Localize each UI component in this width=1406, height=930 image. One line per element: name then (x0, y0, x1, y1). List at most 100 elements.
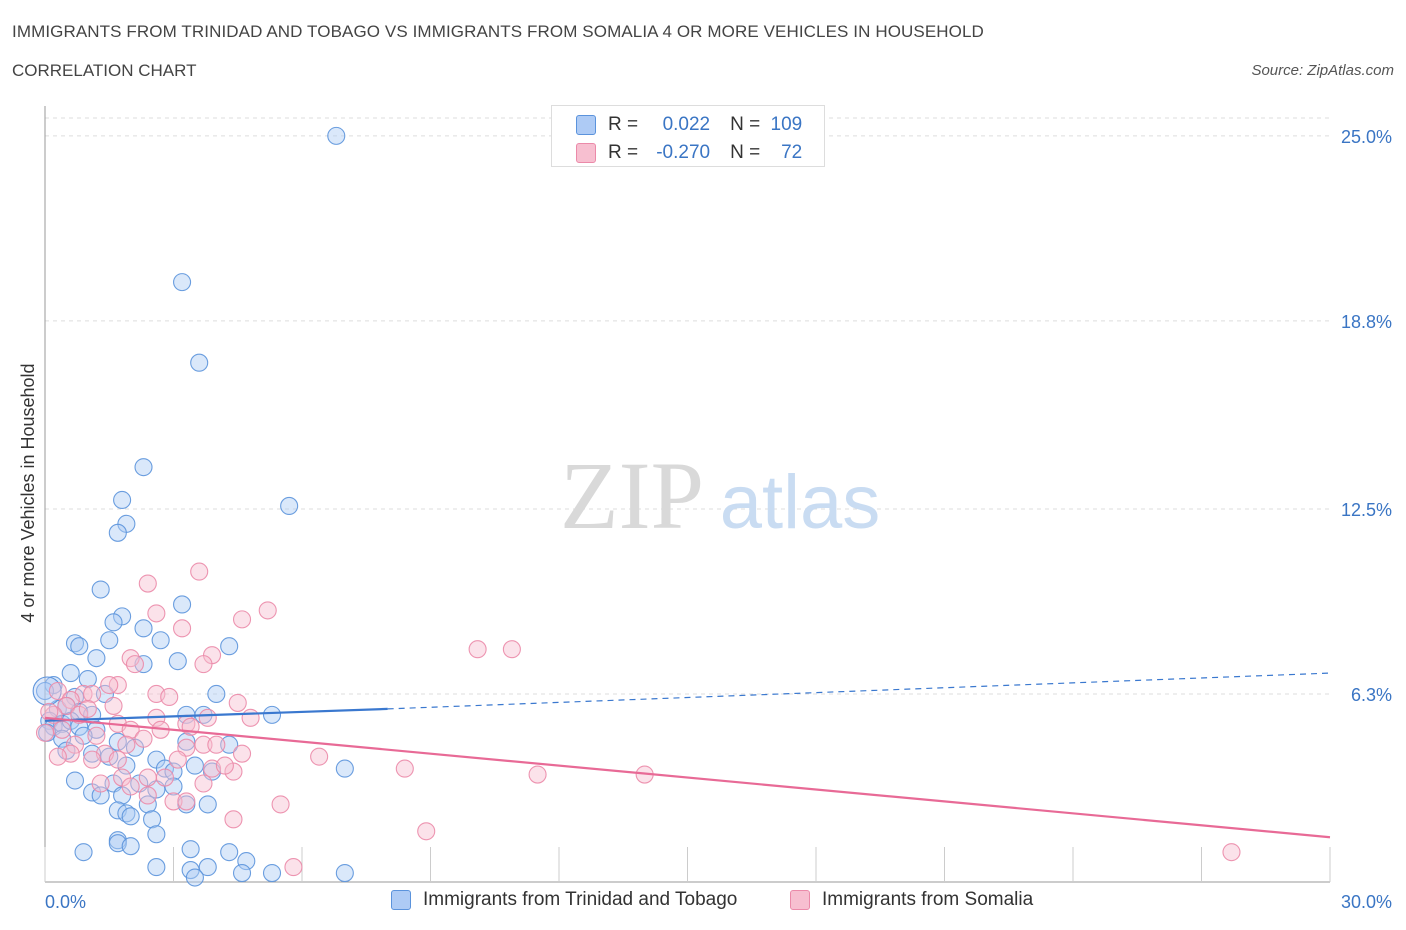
trinidad-point (262, 705, 282, 724)
trinidad-point (185, 868, 204, 887)
trinidad-point (185, 756, 204, 775)
trinidad-point (335, 759, 354, 778)
somalia-point (91, 774, 110, 793)
somalia-point (194, 735, 213, 754)
trinidad-point (173, 273, 192, 292)
somalia-point (125, 655, 144, 674)
x-tick-label: 0.0% (45, 892, 86, 912)
trinidad-point (121, 837, 140, 856)
somalia-point (284, 858, 303, 877)
legend-item-somalia[interactable]: Immigrants from Somalia (790, 889, 1033, 911)
trinidad-point (70, 637, 89, 656)
r-label: R = (608, 114, 639, 135)
somalia-point (48, 747, 67, 766)
somalia-point (395, 759, 414, 778)
trinidad-point (91, 580, 110, 599)
trinidad-point (147, 858, 166, 877)
trinidad-point (35, 681, 55, 701)
somalia-point (232, 610, 252, 629)
somalia-point (160, 687, 179, 707)
somalia-point (228, 693, 247, 712)
trinidad-point (262, 863, 282, 883)
r-value: -0.270 (656, 142, 711, 163)
somalia-point (194, 655, 213, 674)
y-axis-label: 4 or more Vehicles in Household (18, 363, 38, 622)
trinidad-point (134, 458, 153, 477)
trinidad-point (220, 843, 239, 862)
somalia-point (258, 601, 277, 620)
n-label: N = (730, 114, 761, 135)
trinidad-point (134, 619, 153, 638)
legend-label-trinidad: Immigrants from Trinidad and Tobago (423, 889, 738, 910)
trinidad-point (198, 858, 217, 877)
somalia-trend-line (44, 716, 1331, 839)
somalia-point (104, 696, 123, 715)
somalia-point (108, 750, 127, 769)
r-label: R = (608, 142, 639, 163)
trinidad-point (32, 676, 62, 706)
somalia-point (173, 619, 192, 638)
chart-legend: Immigrants from Trinidad and Tobago Immi… (0, 889, 1406, 917)
y-tick-label: 6.3% (1351, 685, 1392, 705)
somalia-point (177, 792, 196, 811)
trinidad-point (74, 843, 93, 862)
stats-swatch-blue (576, 115, 596, 135)
somalia-point (207, 735, 226, 754)
trinidad-point (220, 735, 239, 754)
trend-lines (44, 672, 1331, 839)
trinidad-point (327, 126, 346, 145)
trinidad-point (151, 631, 170, 650)
chart-title: IMMIGRANTS FROM TRINIDAD AND TOBAGO VS I… (12, 22, 984, 41)
stats-row-somalia: R = -0.270 N = 72 (576, 141, 802, 165)
legend-swatch-pink (790, 890, 810, 910)
somalia-point (502, 640, 521, 659)
tick-labels: 6.3% 12.5% 18.8% 25.0% 0.0% 30.0% (45, 127, 1392, 912)
somalia-point (87, 726, 106, 745)
legend-label-somalia: Immigrants from Somalia (822, 889, 1034, 910)
stats-swatch-pink (576, 143, 596, 163)
watermark-zip: ZIP (560, 442, 704, 549)
somalia-point (57, 696, 76, 715)
somalia-point (164, 792, 183, 811)
somalia-point (241, 708, 260, 727)
trinidad-point (147, 825, 166, 844)
watermark: ZIP atlas (560, 442, 880, 549)
stats-legend: R = 0.022 N = 109 R = -0.270 N = 72 (551, 105, 825, 167)
trinidad-point (65, 771, 85, 790)
somalia-point (138, 574, 157, 593)
trinidad-point (335, 863, 354, 883)
somalia-point (48, 681, 67, 701)
y-tick-label: 18.8% (1341, 312, 1392, 332)
trinidad-point (232, 863, 252, 883)
somalia-point (138, 768, 157, 787)
trinidad-point (237, 852, 256, 871)
x-tick-label: 30.0% (1341, 892, 1392, 912)
n-value: 72 (781, 142, 803, 163)
trinidad-point (108, 523, 127, 542)
somalia-point (121, 777, 140, 796)
somalia-point (53, 720, 72, 739)
somalia-point (1222, 843, 1241, 862)
somalia-point (168, 750, 187, 769)
trinidad-point (113, 490, 132, 510)
trinidad-trend-line (44, 707, 388, 722)
trinidad-point (78, 670, 97, 689)
n-value: 109 (770, 114, 803, 135)
somalia-point (190, 562, 209, 581)
y-tick-label: 12.5% (1341, 500, 1392, 520)
somalia-point (83, 750, 102, 769)
series-somalia-points (35, 562, 1241, 877)
somalia-point (155, 768, 174, 787)
trinidad-point (168, 652, 187, 671)
trinidad-point (220, 637, 239, 656)
n-label: N = (730, 142, 761, 163)
somalia-point (134, 729, 153, 748)
trinidad-point (198, 795, 217, 814)
trinidad-point (121, 807, 140, 826)
axes (44, 106, 1331, 883)
trinidad-point (87, 649, 106, 668)
gridlines (45, 117, 1330, 695)
legend-item-trinidad[interactable]: Immigrants from Trinidad and Tobago (391, 889, 737, 911)
trinidad-point (83, 744, 102, 763)
